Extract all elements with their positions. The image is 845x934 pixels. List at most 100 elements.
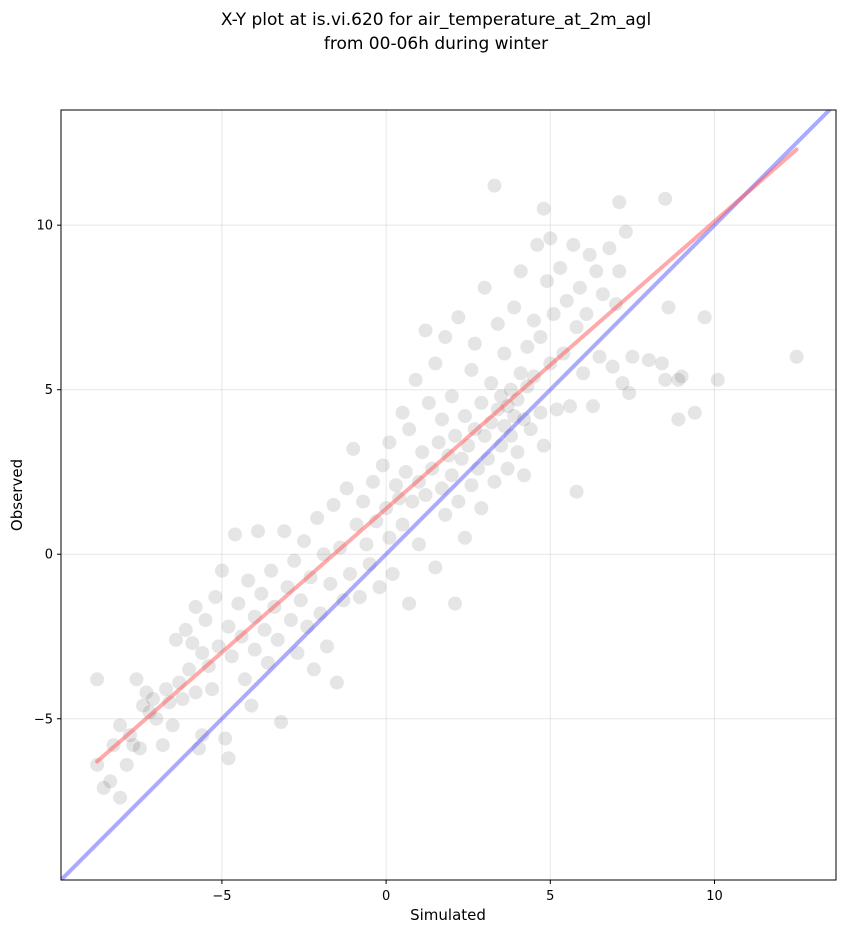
scatter-point <box>658 372 673 387</box>
scatter-point <box>559 293 574 308</box>
scatter-point <box>582 247 597 262</box>
scatter-point <box>283 613 298 628</box>
scatter-point <box>418 323 433 338</box>
scatter-point <box>221 619 236 634</box>
scatter-point <box>402 596 417 611</box>
regression-line <box>95 147 799 764</box>
scatter-point <box>90 672 105 687</box>
scatter-point <box>418 488 433 502</box>
scatter-point <box>182 662 197 677</box>
chart-subtitle: from 00-06h during winter <box>324 34 548 54</box>
scatter-point <box>257 622 272 637</box>
scatter-point <box>500 399 515 414</box>
y-tick-label: −5 <box>34 712 53 727</box>
scatter-point <box>352 590 367 605</box>
scatter-point <box>136 698 151 713</box>
reference-lines <box>61 110 833 880</box>
scatter-point <box>297 534 312 549</box>
scatter-point <box>572 280 587 295</box>
scatter-point <box>408 372 423 387</box>
scatter-point <box>260 655 275 670</box>
scatter-point <box>517 412 532 427</box>
scatter-point <box>612 264 627 279</box>
plot-frame <box>60 109 837 881</box>
scatter-point <box>697 310 712 325</box>
scatter-point <box>569 484 584 499</box>
scatter-point <box>113 718 128 733</box>
scatter-point <box>188 685 203 700</box>
scatter-point <box>523 422 538 437</box>
scatter-point <box>605 359 620 374</box>
scatter-point <box>585 399 600 414</box>
scatter-point <box>241 573 256 588</box>
scatter-point <box>90 757 105 772</box>
scatter-point <box>208 590 223 605</box>
scatter-point <box>543 231 558 246</box>
scatter-point <box>710 372 725 387</box>
scatter-point <box>503 382 518 397</box>
x-tick-label: 5 <box>546 889 554 904</box>
scatter-point <box>178 622 193 637</box>
scatter-point <box>375 458 390 473</box>
scatter-point <box>536 438 551 453</box>
scatter-point <box>385 566 400 581</box>
scatter-point <box>336 593 351 608</box>
scatter-point <box>671 372 686 387</box>
scatter-point <box>789 349 804 364</box>
scatter-point <box>434 412 449 427</box>
chart-title: X-Y plot at is.vi.620 for air_temperatur… <box>221 10 651 30</box>
scatter-point <box>395 517 410 532</box>
scatter-point <box>536 201 551 216</box>
scatter-point <box>254 586 269 601</box>
scatter-point <box>198 613 213 628</box>
scatter-point <box>126 738 141 753</box>
scatter-point <box>113 790 128 805</box>
scatter-point <box>228 527 243 542</box>
scatter-point <box>103 774 118 789</box>
scatter-point <box>287 553 302 568</box>
scatter-point <box>221 751 236 766</box>
scatter-point <box>119 757 134 772</box>
scatter-point <box>142 705 157 720</box>
scatter-point <box>421 395 436 410</box>
scatter-point <box>513 366 528 381</box>
x-tick-label: 10 <box>706 889 723 904</box>
grid <box>61 110 836 880</box>
scatter-point <box>490 316 505 331</box>
scatter-point <box>323 576 338 591</box>
scatter-point <box>464 362 479 377</box>
scatter-point <box>513 264 528 279</box>
scatter-point <box>434 481 449 496</box>
scatter-point <box>349 517 364 532</box>
scatter-point <box>451 310 466 325</box>
scatter-point <box>175 692 190 707</box>
y-axis-label: Observed <box>8 459 26 531</box>
scatter-point <box>540 274 555 289</box>
scatter-point <box>500 461 515 476</box>
scatter-point <box>448 596 463 611</box>
scatter-point <box>494 389 509 404</box>
scatter-point <box>155 738 170 753</box>
scatter-point <box>641 353 656 368</box>
scatter-point <box>658 191 673 206</box>
scatter-point <box>290 645 305 660</box>
scatter-point <box>474 501 489 516</box>
scatter-point <box>306 662 321 677</box>
scatter-point <box>661 300 676 315</box>
scatter-point <box>520 339 535 354</box>
scatter-point <box>129 672 144 687</box>
scatter-point <box>405 494 420 509</box>
scatter-point <box>231 596 246 611</box>
scatter-point <box>411 537 426 552</box>
scatter-point <box>247 642 262 657</box>
scatter-point <box>549 402 564 417</box>
y-tick-label: 10 <box>36 219 53 234</box>
scatter-point <box>444 468 459 483</box>
scatter-point <box>415 445 430 460</box>
scatter-point <box>339 481 354 496</box>
scatter-point <box>388 478 403 493</box>
scatter-point <box>145 692 160 707</box>
scatter-point <box>533 330 548 345</box>
scatter-point <box>507 300 522 315</box>
